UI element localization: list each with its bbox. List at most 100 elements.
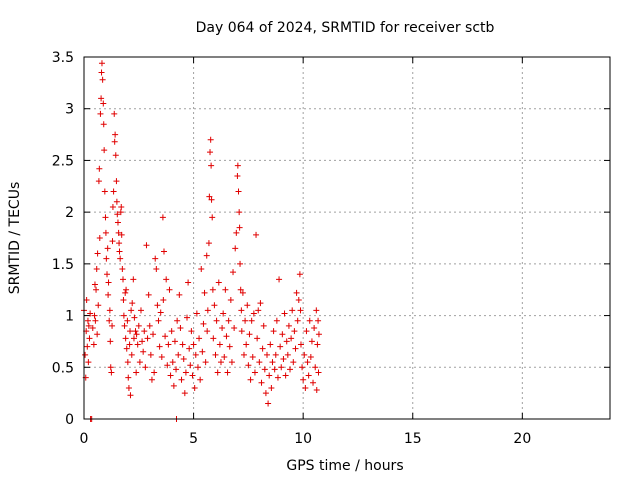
data-point xyxy=(109,203,116,210)
data-point xyxy=(186,345,193,352)
data-point xyxy=(191,384,198,391)
data-point xyxy=(264,351,271,358)
data-point xyxy=(201,289,208,296)
data-point xyxy=(102,229,109,236)
data-point xyxy=(112,152,119,159)
data-point xyxy=(199,348,206,355)
data-point xyxy=(131,314,138,321)
data-point xyxy=(248,317,255,324)
data-point xyxy=(85,322,92,329)
y-tick-label: 0 xyxy=(65,412,74,428)
data-point xyxy=(84,317,91,324)
data-point xyxy=(87,310,94,317)
data-point xyxy=(302,384,309,391)
data-point xyxy=(236,209,243,216)
data-point xyxy=(232,245,239,252)
x-tick-label: 5 xyxy=(189,431,198,447)
data-point xyxy=(113,198,120,205)
data-point xyxy=(268,384,275,391)
data-point xyxy=(117,209,124,216)
data-point xyxy=(269,359,276,366)
data-point xyxy=(179,341,186,348)
data-point xyxy=(299,364,306,371)
data-point xyxy=(288,335,295,342)
data-point xyxy=(181,390,188,397)
data-point xyxy=(228,359,235,366)
data-point xyxy=(271,366,278,373)
data-point xyxy=(189,372,196,379)
data-point xyxy=(120,297,127,304)
data-point xyxy=(82,351,89,358)
data-point xyxy=(290,359,297,366)
data-point xyxy=(100,121,107,128)
data-point xyxy=(205,240,212,247)
data-point xyxy=(312,364,319,371)
data-point xyxy=(207,149,214,156)
data-point xyxy=(139,338,146,345)
data-point xyxy=(249,353,256,360)
data-point xyxy=(246,331,253,338)
data-point xyxy=(301,351,308,358)
data-point xyxy=(292,345,299,352)
data-point xyxy=(121,322,128,329)
data-point xyxy=(136,359,143,366)
data-point xyxy=(234,162,241,169)
data-point xyxy=(266,372,273,379)
data-point xyxy=(187,362,194,369)
data-point xyxy=(255,307,262,314)
data-point xyxy=(256,359,263,366)
data-point xyxy=(196,335,203,342)
data-point xyxy=(110,188,117,195)
data-point xyxy=(93,266,100,273)
data-point xyxy=(210,335,217,342)
data-point xyxy=(244,302,251,309)
y-axis-label: SRMTID / TECUs xyxy=(7,182,23,295)
data-point xyxy=(173,366,180,373)
data-point xyxy=(193,310,200,317)
data-point xyxy=(213,317,220,324)
data-point xyxy=(296,271,303,278)
data-point xyxy=(177,324,184,331)
data-point xyxy=(250,310,257,317)
data-point xyxy=(86,335,93,342)
data-point xyxy=(211,302,218,309)
y-tick-label: 3.5 xyxy=(52,50,74,66)
data-point xyxy=(307,353,314,360)
data-point xyxy=(140,348,147,355)
data-point xyxy=(107,364,114,371)
data-point xyxy=(175,351,182,358)
data-point xyxy=(111,110,118,117)
data-point xyxy=(90,341,97,348)
data-point xyxy=(116,240,123,247)
data-point xyxy=(272,351,279,358)
data-point xyxy=(170,382,177,389)
data-point xyxy=(141,328,148,335)
data-point xyxy=(85,359,92,366)
data-point xyxy=(94,250,101,257)
data-point xyxy=(104,271,111,278)
data-point xyxy=(188,328,195,335)
data-point xyxy=(98,69,105,76)
data-point xyxy=(109,322,116,329)
data-point xyxy=(93,286,100,293)
data-point xyxy=(279,331,286,338)
data-point xyxy=(190,341,197,348)
data-point xyxy=(96,165,103,172)
data-point xyxy=(166,286,173,293)
data-point xyxy=(128,307,135,314)
data-point xyxy=(119,266,126,273)
x-axis-label: GPS time / hours xyxy=(286,458,403,474)
data-point xyxy=(314,341,321,348)
data-point xyxy=(162,333,169,340)
data-point xyxy=(134,341,141,348)
data-point xyxy=(100,100,107,107)
data-point xyxy=(223,333,230,340)
data-point xyxy=(184,314,191,321)
data-point xyxy=(160,297,167,304)
data-point xyxy=(297,341,304,348)
data-point xyxy=(180,356,187,363)
data-point xyxy=(237,260,244,267)
data-point xyxy=(174,317,181,324)
data-point xyxy=(171,338,178,345)
data-point xyxy=(130,335,137,342)
